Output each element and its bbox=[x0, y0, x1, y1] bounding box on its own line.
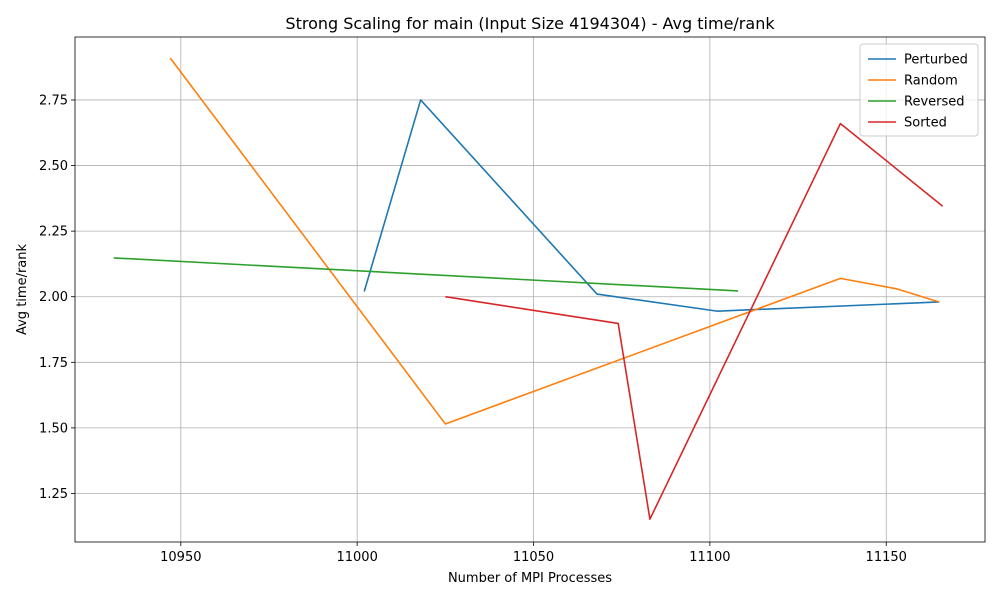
x-axis-label: Number of MPI Processes bbox=[448, 571, 612, 586]
legend: Perturbed Random Reversed Sorted bbox=[859, 43, 979, 137]
y-tick-label: 2.50 bbox=[39, 159, 68, 174]
series-line-sorted bbox=[445, 122, 944, 520]
y-tick-label: 1.50 bbox=[39, 421, 68, 436]
y-tick-label: 1.75 bbox=[39, 356, 68, 371]
legend-label-sorted: Sorted bbox=[904, 116, 947, 131]
legend-label-reversed: Reversed bbox=[904, 95, 965, 110]
series-line-random bbox=[169, 57, 940, 425]
plot-frame bbox=[74, 36, 986, 543]
x-tick-label: 11150 bbox=[866, 550, 907, 565]
grid-lines bbox=[75, 37, 985, 542]
series-line-perturbed bbox=[363, 99, 940, 312]
legend-box bbox=[859, 43, 979, 137]
x-tick-label: 10950 bbox=[160, 550, 201, 565]
chart-title: Strong Scaling for main (Input Size 4194… bbox=[285, 14, 775, 33]
y-tick-label: 2.75 bbox=[39, 93, 68, 108]
y-axis-label: Avg time/rank bbox=[15, 244, 30, 336]
y-tick-label: 1.25 bbox=[39, 487, 68, 502]
series-line-reversed bbox=[113, 257, 739, 292]
x-axis-ticks: 10950 11000 11050 11100 11150 bbox=[160, 542, 907, 565]
x-tick-label: 11000 bbox=[336, 550, 377, 565]
y-tick-label: 2.00 bbox=[39, 290, 68, 305]
y-axis-ticks: 1.25 1.50 1.75 2.00 2.25 2.50 2.75 bbox=[39, 93, 75, 502]
legend-label-perturbed: Perturbed bbox=[904, 53, 968, 68]
x-tick-label: 11100 bbox=[689, 550, 730, 565]
x-tick-label: 11050 bbox=[513, 550, 554, 565]
y-tick-label: 2.25 bbox=[39, 225, 68, 240]
series-lines bbox=[113, 57, 944, 520]
legend-label-random: Random bbox=[904, 74, 958, 89]
